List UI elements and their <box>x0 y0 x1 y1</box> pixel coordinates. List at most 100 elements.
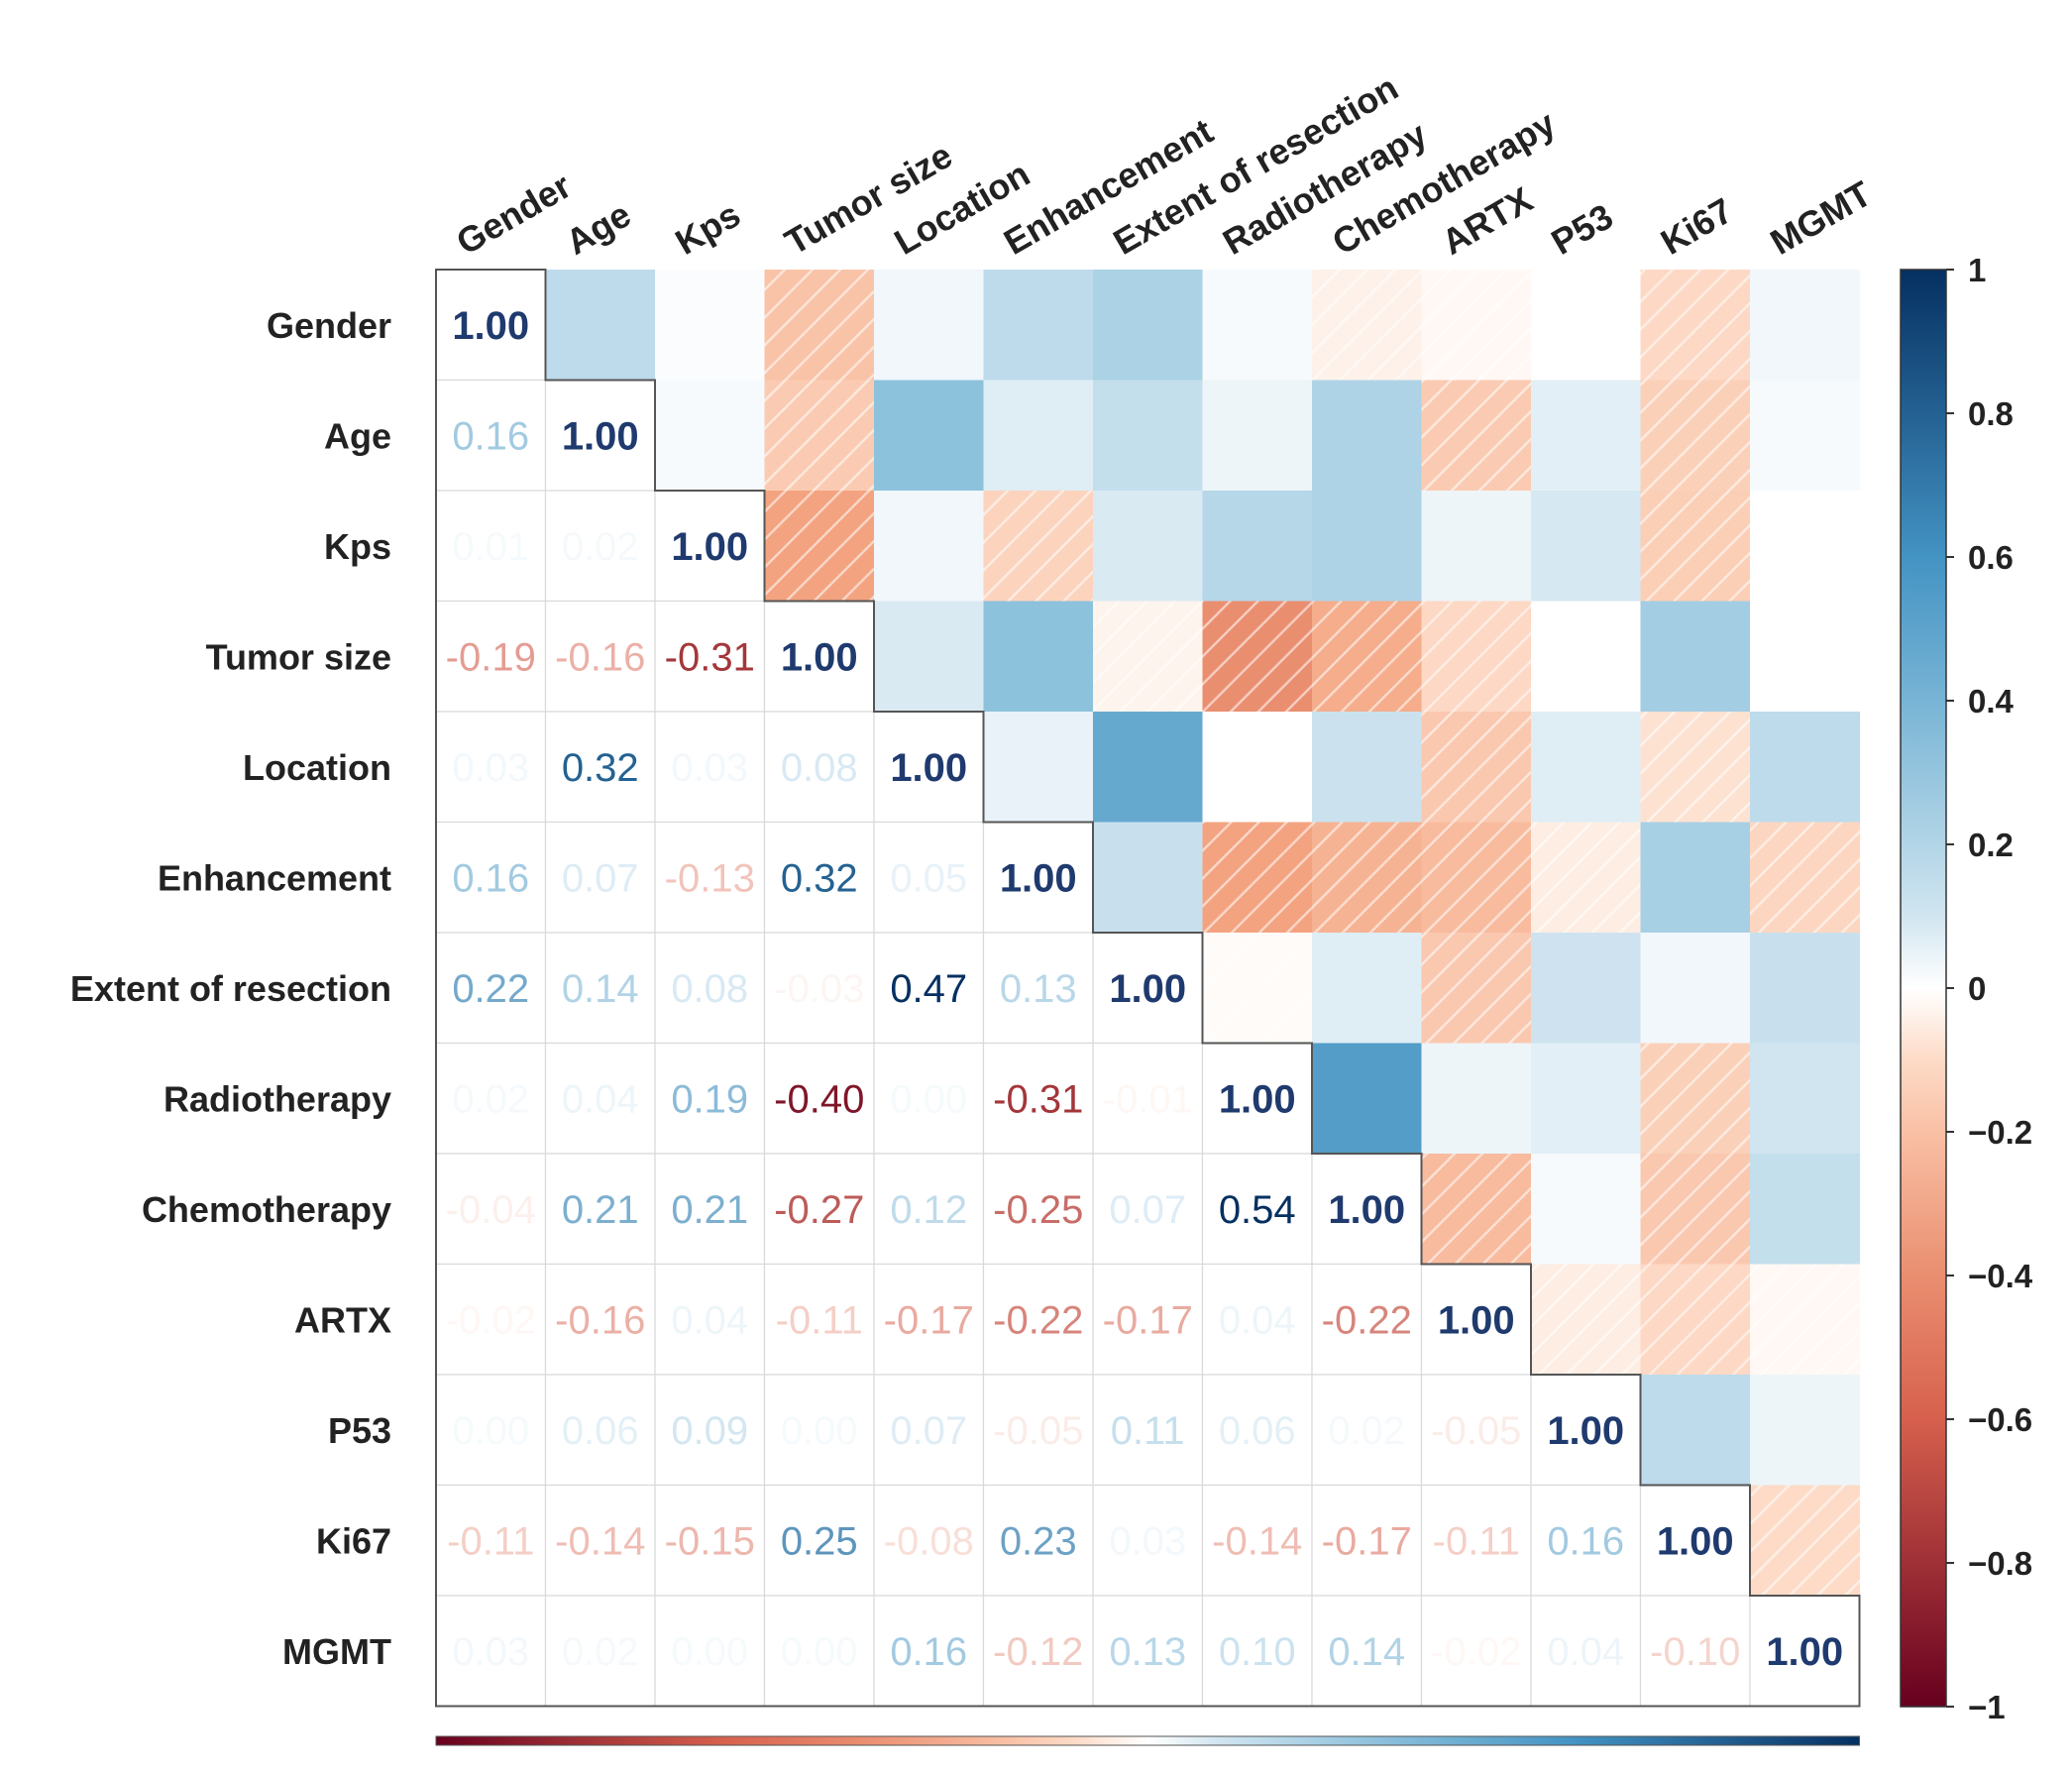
upper-cell-Kps-MGMT <box>1750 491 1861 603</box>
lower-cell-ARTX-Enhancement <box>982 1263 1094 1376</box>
lower-cell-Ki67-Extent of resection <box>1092 1484 1204 1597</box>
coef-label-Gender-Gender: 1.00 <box>452 304 529 348</box>
upper-cell-hatch-Enhancement-ARTX <box>1421 822 1532 934</box>
upper-cell-hatch-Extent of resection-ARTX <box>1421 933 1532 1045</box>
row-label-4: Location <box>243 747 391 788</box>
coef-label-ARTX-ARTX: 1.00 <box>1438 1298 1515 1342</box>
upper-cell-Gender-MGMT <box>1750 270 1861 382</box>
upper-cell-hatch-Age-Ki67 <box>1640 380 1751 492</box>
lower-cell-MGMT-Gender <box>435 1595 547 1708</box>
lower-cell-Radiotherapy-Location <box>873 1042 985 1155</box>
lower-cell-Location-Tumor size <box>763 711 875 824</box>
lower-cell-Tumor size-Age <box>544 600 656 713</box>
upper-cell-Enhancement-Extent of resection <box>1093 822 1204 934</box>
lower-cell-Chemotherapy-Chemotherapy <box>1311 1153 1423 1266</box>
coef-label-Age-Age: 1.00 <box>562 414 639 458</box>
coef-label-ARTX-Age: -0.16 <box>555 1298 645 1342</box>
lower-cell-Chemotherapy-Kps <box>654 1153 766 1266</box>
upper-cell-Location-P53 <box>1531 712 1642 824</box>
bottom-color-strip <box>435 1735 1860 1746</box>
coef-label-MGMT-Radiotherapy: 0.10 <box>1219 1630 1296 1674</box>
lower-cell-Enhancement-Age <box>544 821 656 934</box>
upper-cell-hatch-Tumor size-ARTX <box>1421 601 1532 713</box>
coef-label-Ki67-Gender: -0.11 <box>447 1519 534 1563</box>
lower-cell-Radiotherapy-Gender <box>435 1042 547 1155</box>
upper-cell-Gender-P53 <box>1531 270 1642 382</box>
lower-cell-ARTX-ARTX <box>1420 1263 1532 1376</box>
colorbar-tick-label-6: −0.2 <box>1968 1114 2032 1151</box>
coef-label-Extent of resection-Extent of resection: 1.00 <box>1109 967 1186 1011</box>
row-label-11: Ki67 <box>316 1520 391 1561</box>
coef-label-Ki67-ARTX: -0.11 <box>1433 1519 1520 1563</box>
lower-cell-MGMT-Tumor size <box>763 1595 875 1708</box>
coef-label-Location-Age: 0.32 <box>562 746 639 790</box>
upper-cell-Location-Chemotherapy <box>1312 712 1423 824</box>
coef-label-MGMT-MGMT: 1.00 <box>1766 1630 1843 1674</box>
row-label-6: Extent of resection <box>70 968 391 1009</box>
upper-cell-Chemotherapy-P53 <box>1531 1154 1642 1266</box>
row-label-10: P53 <box>328 1410 391 1451</box>
coef-label-Extent of resection-Location: 0.47 <box>890 967 967 1011</box>
upper-cell-Age-Radiotherapy <box>1202 380 1313 492</box>
upper-cell-Radiotherapy-ARTX <box>1421 1043 1532 1155</box>
coef-label-Location-Kps: 0.03 <box>671 746 748 790</box>
upper-cell-hatch-ARTX-MGMT <box>1750 1264 1861 1376</box>
row-label-5: Enhancement <box>158 857 391 898</box>
coef-label-P53-Extent of resection: 0.11 <box>1111 1409 1185 1453</box>
coef-label-Extent of resection-Kps: 0.08 <box>671 967 748 1011</box>
coef-label-Radiotherapy-Location: 0.00 <box>890 1077 967 1121</box>
coef-label-Chemotherapy-Gender: -0.04 <box>446 1188 536 1232</box>
coef-label-P53-Tumor size: 0.00 <box>781 1409 858 1453</box>
coef-label-ARTX-Chemotherapy: -0.22 <box>1322 1298 1412 1342</box>
upper-cell-hatch-Tumor size-Extent of resection <box>1093 601 1204 713</box>
upper-cell-Extent of resection-P53 <box>1531 933 1642 1045</box>
row-label-8: Chemotherapy <box>142 1189 391 1230</box>
lower-cell-Extent of resection-Kps <box>654 932 766 1045</box>
col-label-0: Gender <box>450 165 579 263</box>
coef-label-Chemotherapy-Enhancement: -0.25 <box>993 1188 1083 1232</box>
coef-label-MGMT-Chemotherapy: 0.14 <box>1328 1630 1405 1674</box>
upper-cell-Chemotherapy-MGMT <box>1750 1154 1861 1266</box>
matrix-cells: 1.00 0.16 1.00 0.01 0.02 1.00 -0.19 -0.16 -0.31 1… <box>435 269 1861 1708</box>
coef-label-Radiotherapy-Tumor size: -0.40 <box>774 1077 864 1121</box>
upper-cell-hatch-Gender-Ki67 <box>1640 270 1751 382</box>
col-label-11: Ki67 <box>1654 189 1739 263</box>
coef-label-Enhancement-Kps: -0.13 <box>665 856 755 900</box>
upper-cell-Kps-Location <box>874 491 985 603</box>
lower-cell-Ki67-Location <box>873 1484 985 1597</box>
upper-cell-Radiotherapy-Chemotherapy <box>1312 1043 1423 1155</box>
coef-label-P53-P53: 1.00 <box>1547 1409 1624 1453</box>
upper-cell-Kps-ARTX <box>1421 491 1532 603</box>
coef-label-Kps-Kps: 1.00 <box>671 525 748 569</box>
coef-label-P53-Gender: 0.00 <box>452 1409 529 1453</box>
row-label-12: MGMT <box>282 1631 391 1672</box>
row-label-7: Radiotherapy <box>164 1078 391 1119</box>
upper-cell-hatch-Tumor size-Chemotherapy <box>1312 601 1423 713</box>
lower-cell-Chemotherapy-Extent of resection <box>1092 1153 1204 1266</box>
coef-label-Radiotherapy-Gender: 0.02 <box>452 1077 529 1121</box>
coef-label-P53-Location: 0.07 <box>890 1409 967 1453</box>
colorbar-tick-label-2: 0.6 <box>1968 539 2014 576</box>
lower-cell-Tumor size-Tumor size <box>763 600 875 713</box>
coef-label-Extent of resection-Enhancement: 0.13 <box>1000 967 1077 1011</box>
coef-label-Kps-Age: 0.02 <box>562 525 639 569</box>
upper-cell-Age-P53 <box>1531 380 1642 492</box>
lower-cell-Chemotherapy-Tumor size <box>763 1153 875 1266</box>
coef-label-MGMT-Gender: 0.03 <box>452 1630 529 1674</box>
lower-cell-Radiotherapy-Enhancement <box>982 1042 1094 1155</box>
coef-label-MGMT-P53: 0.04 <box>1547 1630 1624 1674</box>
colorbar-tick-label-7: −0.4 <box>1968 1258 2033 1294</box>
coef-label-Enhancement-Tumor size: 0.32 <box>781 856 858 900</box>
coef-label-Chemotherapy-Tumor size: -0.27 <box>774 1188 864 1232</box>
upper-cell-hatch-Age-ARTX <box>1421 380 1532 492</box>
coef-label-Chemotherapy-Kps: 0.21 <box>671 1188 748 1232</box>
row-label-0: Gender <box>267 305 391 346</box>
colorbar-tick-label-9: −0.8 <box>1968 1545 2032 1582</box>
upper-cell-Extent of resection-Ki67 <box>1640 933 1751 1045</box>
upper-cell-Age-Kps <box>655 380 766 492</box>
coef-label-MGMT-Extent of resection: 0.13 <box>1109 1630 1186 1674</box>
lower-cell-Chemotherapy-Radiotherapy <box>1201 1153 1313 1266</box>
upper-cell-hatch-Ki67-MGMT <box>1750 1485 1861 1597</box>
